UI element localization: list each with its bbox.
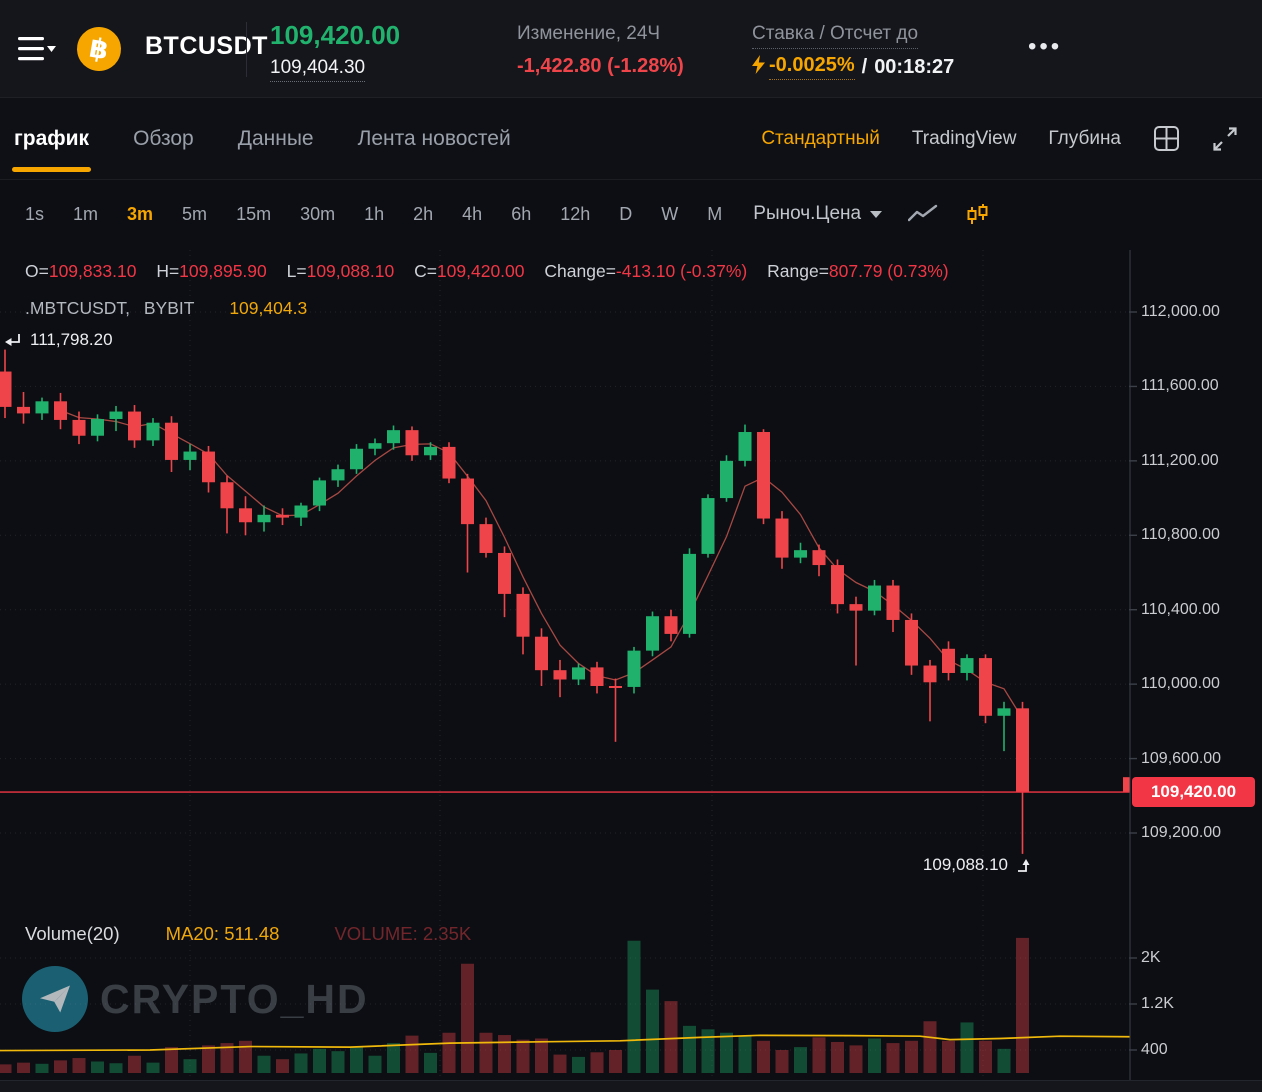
mode-Стандартный[interactable]: Стандартный <box>761 127 880 149</box>
volume-ma-value: MA20: 511.48 <box>165 923 280 944</box>
tab-Обзор[interactable]: Обзор <box>133 126 194 150</box>
price-type-label: Рыноч.Цена <box>753 203 862 224</box>
index-legend: .MBTCUSDT, BYBIT 109,404.3 <box>25 298 307 319</box>
tab-Данные[interactable]: Данные <box>237 126 314 150</box>
funding-rate: -0.0025% <box>769 54 855 80</box>
timeframe-30m[interactable]: 30m <box>300 203 336 224</box>
price-axis-label: 112,000.00 <box>1141 303 1220 320</box>
symbol-name: BTCUSDT <box>145 32 268 60</box>
line-chart-icon[interactable] <box>908 204 938 224</box>
tab-bar: график Обзор Данные Лента новостей Стандарт… <box>0 98 1262 180</box>
last-price: 109,420.00 <box>270 20 401 50</box>
price-axis-label: 110,400.00 <box>1141 600 1220 618</box>
timeframe-4h[interactable]: 4h <box>462 203 483 224</box>
index-price: 109,404.30 <box>270 57 366 82</box>
timeframe-5m[interactable]: 5m <box>182 203 208 224</box>
change-label: Изменение, 24Ч <box>517 23 661 44</box>
funding-countdown: 00:18:27 <box>874 55 955 78</box>
arrow-left-icon <box>5 333 20 346</box>
menu-icon[interactable] <box>18 36 56 62</box>
funding-row: -0.0025% / 00:18:27 <box>752 54 954 80</box>
change-value: -1,422.80 (-1.28%) <box>517 55 684 77</box>
timeframe-W[interactable]: W <box>661 203 679 224</box>
timeframe-2h[interactable]: 2h <box>413 203 434 224</box>
price-axis-label: 110,000.00 <box>1141 675 1220 693</box>
close-value: 109,420.00 <box>436 261 525 281</box>
volume-indicator-label: Volume(20) <box>25 923 120 944</box>
timeframe-12h[interactable]: 12h <box>560 203 591 224</box>
funding-separator: / <box>861 55 868 78</box>
session-low-marker: 109,088.10 <box>885 855 1033 875</box>
price-axis-label: 109,600.00 <box>1141 749 1222 767</box>
price-axis-label: 111,600.00 <box>1141 377 1219 395</box>
price-axis-label: 109,200.00 <box>1141 823 1222 841</box>
timeframe-list: 1s 1m 3m 5m 15m 30m 1h 2h 4h 6h 12h D W M <box>0 204 722 225</box>
timeframe-M[interactable]: M <box>707 203 723 224</box>
lightning-icon <box>752 54 765 80</box>
open-value: 109,833.10 <box>48 261 137 281</box>
volume-axis-label: 1.2K <box>1141 995 1174 1012</box>
mode-Глубина[interactable]: Глубина <box>1048 127 1121 149</box>
bar-change-label: Change= <box>544 261 616 281</box>
close-label: C= <box>414 261 437 281</box>
tab-Лента новостей[interactable]: Лента новостей <box>357 126 511 150</box>
timeframe-3m[interactable]: 3m <box>127 203 154 224</box>
timeframe-1m[interactable]: 1m <box>73 203 99 224</box>
index-symbol: .MBTCUSDT, <box>25 298 130 318</box>
session-low-value: 109,088.10 <box>922 855 1008 874</box>
header: ฿ BTCUSDT 109,420.00 109,404.30 Изменени… <box>0 0 1262 98</box>
volume-axis-label: 400 <box>1141 1041 1168 1058</box>
chart-mode-tabs: Стандартный TradingView Глубина <box>761 98 1238 179</box>
bar-change-value: -413.10 (-0.37%) <box>615 261 748 281</box>
fullscreen-icon[interactable] <box>1212 126 1238 152</box>
high-label: H= <box>156 261 180 281</box>
candlestick-style-icon[interactable] <box>966 203 989 226</box>
price-axis-label: 110,800.00 <box>1141 526 1220 544</box>
bar-range-label: Range= <box>767 261 829 281</box>
tab-график[interactable]: график <box>11 126 92 172</box>
time-axis-strip[interactable] <box>0 1080 1262 1092</box>
arrow-up-right-icon <box>1018 858 1030 872</box>
mode-TradingView[interactable]: TradingView <box>911 127 1017 149</box>
timeframe-1s[interactable]: 1s <box>25 203 45 224</box>
header-divider <box>246 22 247 77</box>
low-label: L= <box>286 261 307 281</box>
volume-current-value: VOLUME: 2.35K <box>334 923 472 944</box>
volume-pane-header: Volume(20) MA20: 511.48 VOLUME: 2.35K <box>25 923 471 945</box>
low-value: 109,088.10 <box>306 261 395 281</box>
timeframe-6h[interactable]: 6h <box>511 203 532 224</box>
chevron-down-icon <box>870 210 883 218</box>
timeframe-15m[interactable]: 15m <box>236 203 272 224</box>
price-axis-label: 111,200.00 <box>1141 451 1219 469</box>
timeframe-D[interactable]: D <box>619 203 633 224</box>
funding-label: Ставка / Отсчет до <box>752 23 919 49</box>
index-legend-value: 109,404.3 <box>229 298 308 318</box>
last-price-badge: 109,420.00 <box>1132 777 1255 808</box>
more-menu-icon[interactable]: ••• <box>1028 33 1063 60</box>
btc-icon: ฿ <box>73 23 125 75</box>
ohlc-legend: O=109,833.10 H=109,895.90 L=109,088.10 C… <box>25 261 964 282</box>
volume-axis-label: 2K <box>1141 949 1161 966</box>
price-type-dropdown[interactable]: Рыноч.Цена <box>753 203 883 225</box>
session-high-value: 111,798.20 <box>30 330 113 349</box>
page-tabs: график Обзор Данные Лента новостей <box>11 98 511 179</box>
grid-layout-icon[interactable] <box>1153 125 1180 152</box>
high-value: 109,895.90 <box>179 261 267 281</box>
telegram-plane-icon <box>22 966 88 1032</box>
bar-range-value: 807.79 (0.73%) <box>828 261 949 281</box>
index-exchange: BYBIT <box>143 298 195 318</box>
open-label: O= <box>25 261 49 281</box>
watermark-text: CRYPTO_HD <box>100 975 369 1022</box>
session-high-marker: 111,798.20 <box>4 330 113 350</box>
timeframe-bar: 1s 1m 3m 5m 15m 30m 1h 2h 4h 6h 12h D W M Рыноч.Цена <box>0 180 1262 248</box>
watermark: CRYPTO_HD <box>22 966 369 1032</box>
timeframe-1h[interactable]: 1h <box>364 203 385 224</box>
